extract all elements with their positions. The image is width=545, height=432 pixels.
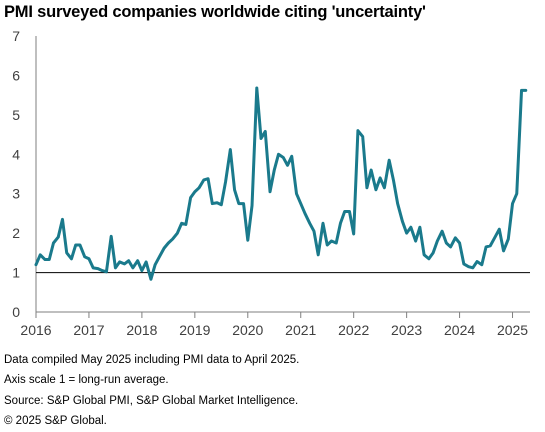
- note-data-compiled: Data compiled May 2025 including PMI dat…: [4, 354, 300, 366]
- chart-notes: Data compiled May 2025 including PMI dat…: [4, 350, 299, 432]
- x-tick-label: 2025: [497, 322, 528, 338]
- y-tick-label: 1: [12, 265, 20, 281]
- y-tick-label: 5: [12, 107, 20, 123]
- x-tick-label: 2019: [179, 322, 210, 338]
- note-axis-scale: Axis scale 1 = long-run average.: [4, 374, 169, 387]
- uncertainty-series-line: [34, 86, 528, 281]
- line-chart: 0 1 2 3 4 5 6 7 2016 2017 2018 2019 2020 2021 2022 2023…: [12, 28, 530, 338]
- x-tick-label: 2023: [391, 322, 422, 338]
- y-tick-label: 7: [12, 28, 20, 44]
- y-tick-label: 2: [12, 225, 20, 241]
- x-tick-label: 2021: [285, 322, 316, 338]
- x-tick-label: 2018: [126, 322, 157, 338]
- note-source: Source: S&P Global PMI, S&P Global Marke…: [4, 394, 299, 407]
- chart-title: PMI surveyed companies worldwide citing …: [4, 3, 426, 21]
- x-tick-label: 2022: [338, 322, 369, 338]
- y-tick-label: 6: [12, 67, 20, 83]
- x-tick-label: 2016: [20, 322, 51, 338]
- note-copyright: © 2025 S&P Global.: [4, 415, 107, 428]
- x-tick-label: 2024: [444, 322, 475, 338]
- x-tick-label: 2020: [232, 322, 263, 338]
- y-tick-label: 4: [12, 146, 20, 162]
- y-tick-label: 0: [12, 304, 20, 320]
- y-tick-label: 3: [12, 186, 20, 202]
- x-tick-label: 2017: [73, 322, 104, 338]
